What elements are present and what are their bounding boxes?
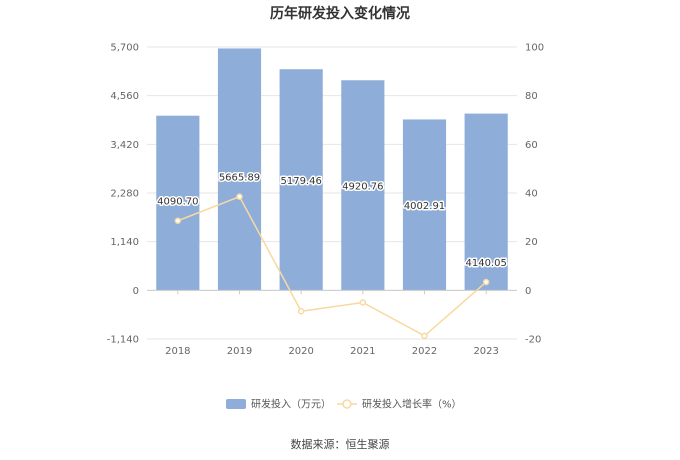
legend-bar-swatch <box>226 399 246 409</box>
line-series <box>174 193 490 340</box>
x-tick-label: 2018 <box>165 346 190 357</box>
bar-value-label: 5179.46 <box>280 176 321 187</box>
growth-point <box>482 278 490 286</box>
growth-point <box>174 217 182 224</box>
y-right-tick-label: 60 <box>525 140 538 151</box>
chart-title: 历年研发投入变化情况 <box>270 5 410 22</box>
source-note: 数据来源：恒生聚源 <box>291 437 390 451</box>
x-tick-label: 2023 <box>473 346 498 357</box>
bar <box>279 69 323 291</box>
y-right-tick-label: 40 <box>525 189 538 200</box>
grid-lines <box>147 46 517 340</box>
y-right-tick-label: 20 <box>525 237 538 248</box>
x-tick-label: 2022 <box>412 346 437 357</box>
x-tick-label: 2019 <box>227 346 252 357</box>
x-axis: 2018 2019 2020 2021 2022 2023 <box>147 289 517 357</box>
y-axis-right: -20 0 20 40 60 80 100 <box>525 43 544 346</box>
bar-value-label: 5665.89 <box>219 173 260 184</box>
y-right-tick-label: -20 <box>525 335 541 346</box>
legend-line-marker <box>342 399 352 409</box>
y-right-tick-label: 0 <box>525 286 531 297</box>
y-right-tick-label: 80 <box>525 91 538 102</box>
growth-point <box>297 308 305 315</box>
y-left-tick-label: 1,140 <box>110 237 139 248</box>
data-labels: 4090.70 5665.89 5179.46 4920.76 4002.91 4140.… <box>156 171 509 270</box>
x-tick-label: 2020 <box>288 346 313 357</box>
bar-value-label: 4090.70 <box>157 197 198 208</box>
y-axis-left: -1,140 0 1,140 2,280 3,420 4,560 5,700 <box>107 43 139 346</box>
y-left-tick-label: 5,700 <box>110 43 139 54</box>
x-tick-label: 2021 <box>350 346 375 357</box>
y-left-tick-label: 0 <box>133 286 139 297</box>
bar <box>464 113 508 291</box>
growth-point <box>236 193 243 200</box>
bar-series <box>156 48 508 291</box>
growth-line <box>177 195 487 337</box>
legend-line-label: 研发投入增长率（%） <box>362 398 462 411</box>
growth-point <box>359 299 367 306</box>
bar <box>402 119 447 291</box>
y-right-tick-label: 100 <box>525 43 544 54</box>
y-left-tick-label: -1,140 <box>107 335 139 346</box>
legend-bar-label: 研发投入（万元） <box>251 398 331 411</box>
bar <box>156 115 200 291</box>
legend: 研发投入（万元） 研发投入增长率（%） <box>226 398 462 411</box>
bar-value-label: 4002.91 <box>404 201 445 212</box>
y-left-tick-label: 4,560 <box>110 91 139 102</box>
bar <box>217 48 262 291</box>
bar-value-label: 4920.76 <box>342 181 383 192</box>
growth-point <box>421 332 428 340</box>
bar-value-label: 4140.05 <box>465 258 506 269</box>
bar <box>341 80 385 291</box>
y-left-tick-label: 3,420 <box>110 140 139 151</box>
y-left-tick-label: 2,280 <box>110 189 139 200</box>
